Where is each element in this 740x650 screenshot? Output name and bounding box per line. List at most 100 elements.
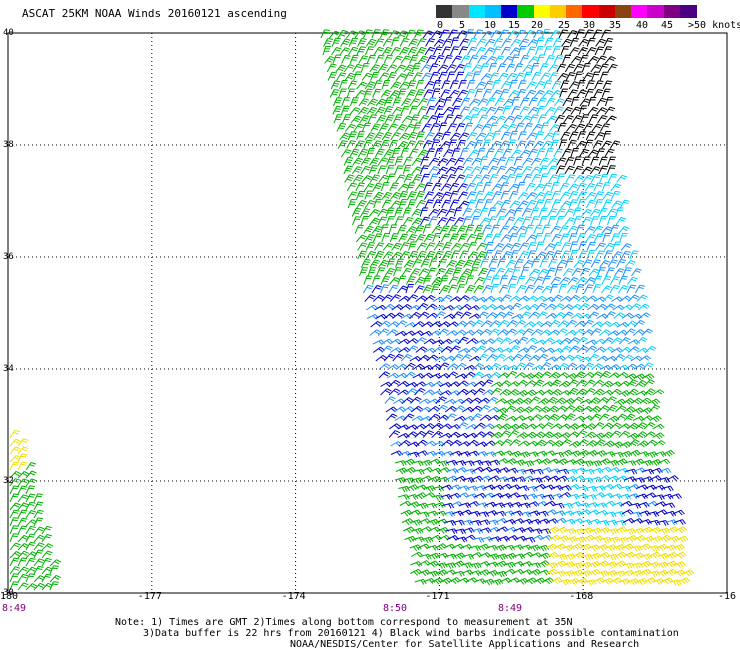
wind-barb bbox=[593, 191, 604, 200]
wind-barb bbox=[364, 200, 376, 209]
wind-barb bbox=[415, 199, 427, 209]
wind-barb bbox=[386, 156, 396, 166]
wind-barb bbox=[584, 579, 597, 586]
wind-barb bbox=[581, 63, 591, 73]
wind-barb bbox=[535, 37, 545, 47]
wind-barb bbox=[632, 407, 645, 415]
wind-barb bbox=[551, 80, 562, 90]
wind-barb bbox=[561, 242, 572, 251]
wind-barb bbox=[578, 38, 590, 47]
wind-barb bbox=[346, 88, 356, 98]
wind-barb bbox=[421, 123, 432, 132]
wind-barb bbox=[474, 578, 487, 585]
wind-barb bbox=[622, 267, 632, 277]
wind-barb bbox=[544, 250, 555, 260]
wind-barb bbox=[575, 423, 589, 430]
wind-barb bbox=[636, 440, 649, 448]
wind-barb bbox=[545, 55, 555, 64]
wind-barb bbox=[644, 345, 657, 353]
wind-barb bbox=[425, 303, 438, 311]
wind-barb bbox=[9, 478, 21, 487]
wind-barb bbox=[415, 295, 428, 302]
wind-barb bbox=[363, 88, 373, 98]
wind-barb bbox=[388, 388, 401, 396]
wind-barb bbox=[541, 389, 554, 396]
wind-barb bbox=[533, 379, 545, 387]
wind-barb bbox=[9, 438, 21, 447]
wind-barb bbox=[354, 30, 366, 39]
wind-barb bbox=[581, 156, 591, 166]
wind-barb bbox=[514, 122, 525, 132]
wind-barb bbox=[619, 232, 628, 243]
wind-barb bbox=[425, 250, 436, 260]
wind-barb bbox=[492, 200, 504, 209]
wind-barb bbox=[369, 174, 381, 183]
wind-barb bbox=[519, 97, 530, 107]
wind-barb bbox=[514, 372, 527, 379]
wind-barb bbox=[479, 165, 490, 175]
wind-barb bbox=[505, 259, 517, 268]
wind-barb bbox=[614, 405, 627, 413]
wind-barb bbox=[619, 199, 630, 209]
wind-barb bbox=[332, 105, 342, 115]
wind-barb bbox=[575, 379, 588, 387]
wind-barb bbox=[514, 72, 526, 81]
wind-barb bbox=[577, 450, 590, 457]
wind-barb bbox=[487, 165, 499, 175]
wind-barb bbox=[612, 251, 623, 260]
wind-barb bbox=[609, 284, 620, 294]
wind-barb bbox=[364, 81, 376, 90]
wind-barb bbox=[431, 577, 444, 585]
wind-barb bbox=[502, 311, 515, 319]
wind-barb bbox=[546, 396, 558, 404]
wind-barb bbox=[551, 131, 561, 141]
wind-barb bbox=[512, 561, 525, 567]
wind-barb bbox=[401, 267, 412, 277]
wind-barb bbox=[395, 467, 408, 475]
wind-barb bbox=[431, 182, 442, 192]
wind-barb bbox=[446, 174, 457, 183]
wind-barb bbox=[603, 242, 615, 251]
wind-barb bbox=[550, 182, 560, 192]
wind-barb bbox=[483, 191, 494, 200]
wind-barb bbox=[33, 542, 45, 551]
wind-barb bbox=[378, 363, 391, 370]
wind-barb bbox=[372, 233, 383, 243]
wind-barb bbox=[501, 243, 513, 251]
wind-barb bbox=[537, 397, 550, 405]
wind-barb bbox=[441, 439, 454, 447]
wind-barb bbox=[509, 200, 521, 209]
wind-barb bbox=[340, 105, 350, 115]
wind-barb bbox=[602, 80, 613, 90]
wind-barb bbox=[366, 147, 375, 158]
wind-barb bbox=[320, 29, 330, 39]
wind-barb bbox=[529, 268, 541, 277]
wind-barb bbox=[420, 330, 433, 337]
wind-barb bbox=[478, 267, 489, 277]
wind-barb bbox=[539, 157, 550, 166]
wind-barb bbox=[17, 471, 30, 479]
wind-barb bbox=[561, 148, 572, 158]
wind-barb bbox=[361, 175, 373, 183]
wind-barb bbox=[576, 345, 589, 353]
wind-barb bbox=[626, 379, 638, 387]
colorbar-label: 35 bbox=[609, 20, 622, 31]
wind-barb bbox=[473, 224, 484, 234]
wind-barb bbox=[442, 242, 452, 251]
wind-barb bbox=[513, 63, 524, 73]
wind-barb bbox=[594, 199, 604, 209]
wind-barb bbox=[398, 233, 409, 243]
wind-barb bbox=[560, 46, 570, 56]
wind-barb bbox=[444, 405, 457, 413]
wind-barb bbox=[543, 199, 552, 209]
colorbar-swatch bbox=[484, 5, 502, 18]
wind-barb bbox=[458, 46, 468, 56]
wind-barb bbox=[616, 537, 629, 544]
wind-barb bbox=[406, 338, 419, 345]
wind-barb bbox=[587, 56, 599, 64]
wind-barb bbox=[561, 304, 574, 311]
wind-barb bbox=[623, 406, 636, 414]
wind-barb bbox=[424, 199, 434, 209]
wind-barb bbox=[582, 72, 594, 81]
wind-barb bbox=[571, 115, 583, 124]
